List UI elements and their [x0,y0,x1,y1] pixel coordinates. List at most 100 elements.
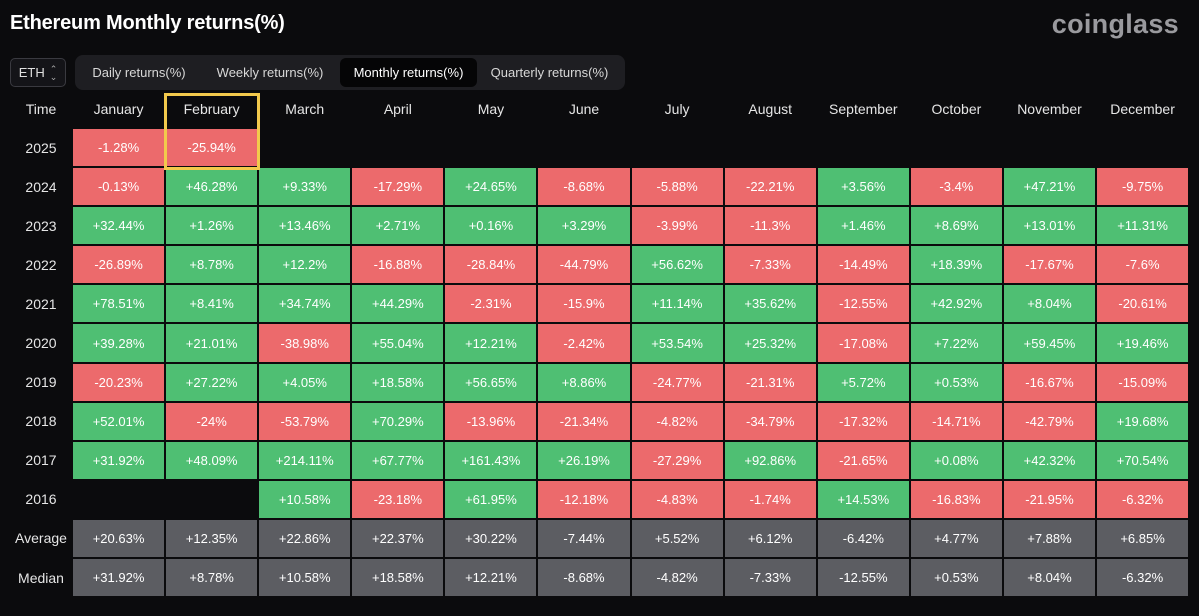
return-cell: -7.6% [1097,246,1189,284]
return-cell: +4.05% [259,363,351,401]
return-cell: -34.79% [724,402,816,440]
return-cell: +31.92% [73,441,165,479]
summary-cell: +8.78% [166,559,258,597]
return-cell: -17.29% [352,168,444,206]
return-cell: -14.71% [910,402,1002,440]
return-cell: +161.43% [445,441,537,479]
return-cell: -21.95% [1003,480,1096,518]
return-cell: -17.67% [1003,246,1096,284]
return-cell: +42.92% [910,285,1002,323]
year-row-label: 2025 [25,139,57,156]
summary-cell: -4.82% [631,559,723,597]
return-cell: +35.62% [724,285,816,323]
return-cell: -2.31% [445,285,537,323]
return-cell: -1.28% [73,129,165,167]
return-cell: -0.13% [73,168,165,206]
return-cell: +1.46% [817,207,909,245]
summary-cell: +6.85% [1097,519,1189,558]
return-cell: -28.84% [445,246,537,284]
return-cell: -12.18% [538,480,630,518]
return-cell: +5.72% [817,363,909,401]
return-cell: +47.21% [1003,168,1096,206]
return-cell: +67.77% [352,441,444,479]
summary-cell: +30.22% [445,519,537,558]
brand-logo: coinglass [1051,9,1179,39]
return-cell: +12.2% [259,246,351,284]
header-month: January [93,100,144,117]
return-cell [259,129,350,166]
year-row-label: 2020 [25,335,57,352]
return-cell: -15.9% [538,285,630,323]
return-cell: +7.22% [910,324,1002,362]
year-row-label: 2021 [25,295,57,312]
return-cell: +59.45% [1003,324,1096,362]
year-row-label: 2019 [25,374,57,391]
return-cell: -22.21% [724,168,816,206]
summary-cell: -6.42% [817,519,909,558]
return-cell: +3.29% [538,207,630,245]
return-cell: -9.75% [1097,168,1189,206]
return-cell: +32.44% [73,207,165,245]
return-cell: +8.69% [910,207,1002,245]
summary-cell: +4.77% [910,519,1002,558]
summary-cell: +18.58% [352,559,444,597]
asset-select[interactable]: ETH ⌃ ⌄ [10,58,66,87]
return-cell: -3.99% [631,207,723,245]
return-cell: +18.39% [910,246,1002,284]
year-row-label: 2017 [25,452,57,469]
summary-cell: +10.58% [259,559,351,597]
return-cell: -2.42% [538,324,630,362]
tab-daily-returns[interactable]: Daily returns(%) [92,65,186,80]
summary-cell: +12.21% [445,559,537,597]
header-month: October [931,100,982,117]
year-row-label: 2018 [25,413,57,430]
summary-row-label: Median [18,569,64,586]
return-cell: -16.83% [910,480,1002,518]
return-cell: -21.34% [538,402,630,440]
return-cell: -4.82% [631,402,723,440]
return-cell: +8.41% [166,285,258,323]
return-cell: -23.18% [352,480,444,518]
header-month: August [748,100,792,117]
summary-cell: -7.33% [724,559,816,597]
return-cell: +44.29% [352,285,444,323]
year-row-label: 2022 [25,256,57,273]
return-cell: -13.96% [445,402,537,440]
summary-cell: -6.32% [1097,559,1189,597]
return-cell: -26.89% [73,246,165,284]
return-cell: -7.33% [724,246,816,284]
return-cell: +55.04% [352,324,444,362]
tab-weekly-returns[interactable]: Weekly returns(%) [216,65,324,80]
return-cell: -20.61% [1097,285,1189,323]
return-cell: -21.31% [724,363,816,401]
return-cell [1004,129,1095,166]
return-cell: +70.54% [1097,441,1189,479]
summary-cell: +22.37% [352,519,444,558]
summary-cell: +12.35% [166,519,258,558]
summary-cell: -8.68% [538,559,630,597]
return-cell: -12.55% [817,285,909,323]
return-cell: +18.58% [352,363,444,401]
summary-cell: +31.92% [73,559,165,597]
header-month: March [285,100,325,117]
year-row-label: 2023 [25,217,57,234]
return-cell: -14.49% [817,246,909,284]
header-month: September [829,100,898,117]
return-cell: +0.53% [910,363,1002,401]
return-cell: +19.68% [1097,402,1189,440]
return-cell: -53.79% [259,402,351,440]
return-cell: -4.83% [631,480,723,518]
header-month: May [477,100,505,117]
return-cell: -42.79% [1003,402,1096,440]
tab-quarterly-returns[interactable]: Quarterly returns(%) [490,65,609,80]
header-month: June [568,100,600,117]
return-cell: +3.56% [817,168,909,206]
return-cell: -17.32% [817,402,909,440]
tab-monthly-returns[interactable]: Monthly returns(%) [340,58,477,87]
monthly-returns-table: Time January February March April May June Jul… [10,89,1189,597]
year-row-label: 2016 [25,491,57,508]
return-cell [538,129,629,166]
return-cell: +14.53% [817,480,909,518]
return-cell: -27.29% [631,441,723,479]
return-cell: +78.51% [73,285,165,323]
